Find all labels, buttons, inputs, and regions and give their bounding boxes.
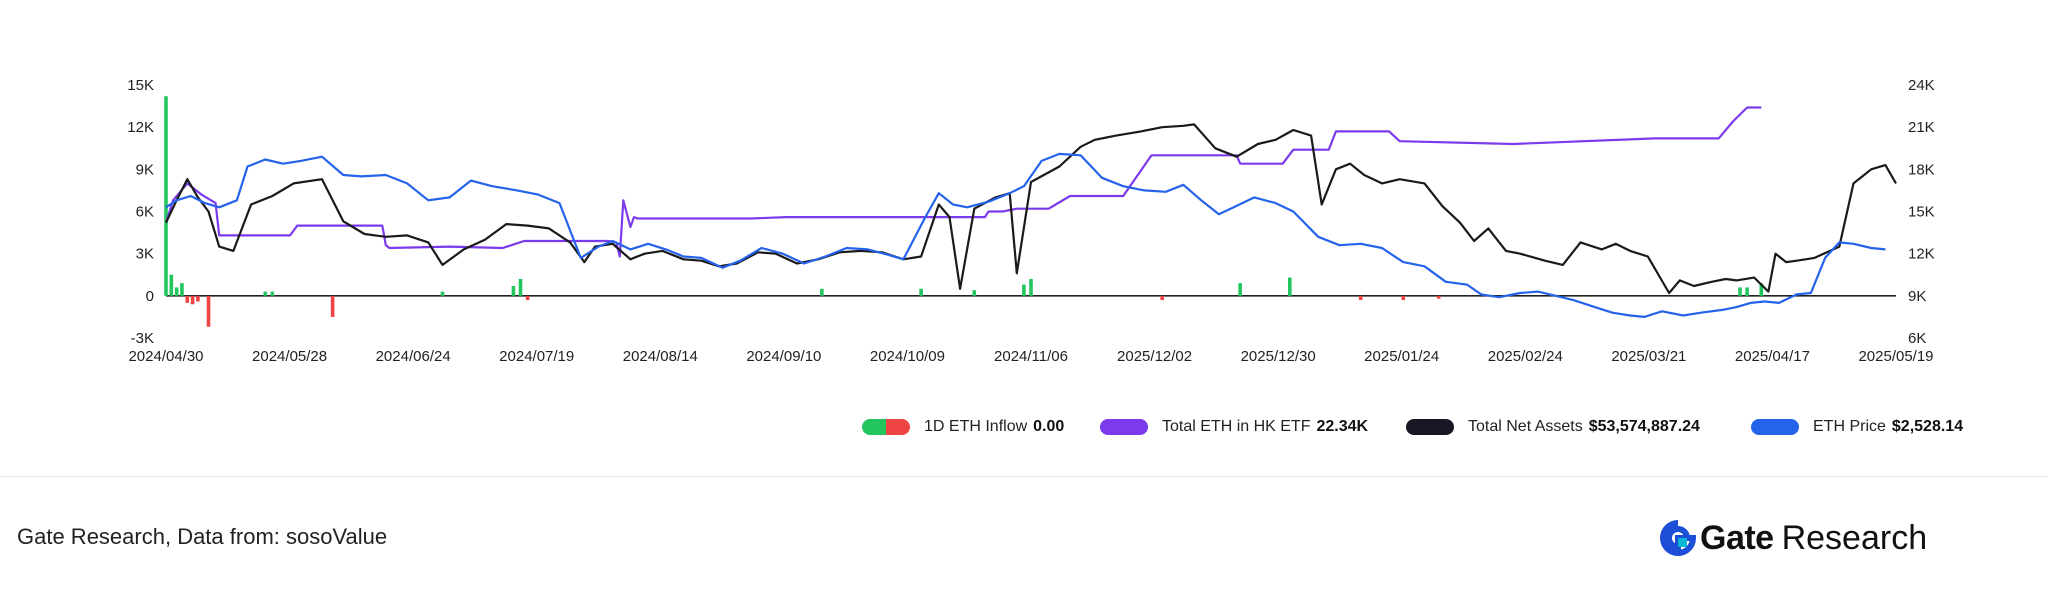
inflow-bar	[820, 288, 824, 296]
inflow-bar	[1358, 295, 1363, 301]
inflow-bar	[1745, 287, 1749, 296]
x-tick-label: 2024/11/06	[994, 348, 1068, 365]
footer-divider	[0, 476, 2048, 477]
inflow-bar	[263, 291, 268, 296]
y-right-tick-label: 18K	[1908, 161, 1935, 178]
x-tick-label: 2024/04/30	[128, 348, 203, 365]
legend-label: ETH Price	[1813, 418, 1886, 435]
inflow-bar	[206, 295, 211, 327]
legend-value: $53,574,887.24	[1588, 418, 1700, 435]
inflow-bar	[164, 96, 168, 296]
chart-legend: 1D ETH Inflow 0.00 Total ETH in HK ETF 2…	[0, 414, 2048, 440]
inflow-bar	[919, 288, 923, 296]
legend-item-net-assets[interactable]: Total Net Assets $53,574,887.24	[1406, 414, 1700, 440]
inflow-bar	[1401, 295, 1406, 301]
legend-swatch-eth-price	[1751, 419, 1799, 435]
x-tick-label: 2024/07/19	[499, 348, 574, 365]
x-tick-label: 2025/03/21	[1611, 348, 1686, 365]
inflow-bar	[511, 285, 516, 296]
x-tick-label: 2025/12/02	[1117, 348, 1192, 365]
inflow-bar	[1160, 295, 1164, 301]
inflow-bar	[190, 295, 195, 305]
data-source-caption: Gate Research, Data from: sosoValue	[17, 524, 388, 549]
legend-swatch-inflow	[862, 419, 910, 435]
inflow-bar	[1287, 277, 1292, 296]
inflow-bar	[1759, 283, 1764, 296]
legend-swatch-hk-etf	[1100, 419, 1148, 435]
inflow-bar	[1238, 283, 1242, 296]
chart: 15K 12K 9K 6K 3K 0 -3K 24K 21K 18K 15K 12K 9K 6K 2024/…	[127, 77, 1934, 365]
x-tick-label: 2025/02/24	[1488, 348, 1563, 365]
x-tick-label: 2025/12/30	[1241, 348, 1316, 365]
legend-value: 22.34K	[1316, 418, 1369, 435]
gate-logo-icon	[1660, 520, 1696, 556]
total-net-assets-line	[165, 123, 1897, 295]
y-right-tick-label: 9K	[1908, 288, 1926, 305]
legend-item-inflow[interactable]: 1D ETH Inflow 0.00	[862, 414, 1064, 440]
inflow-bar	[174, 287, 179, 296]
y-left-tick-label: 12K	[127, 119, 154, 136]
inflow-bar	[196, 295, 200, 302]
y-right-tick-label: 12K	[1908, 246, 1935, 263]
inflow-bar	[330, 295, 335, 317]
inflow-bar	[169, 274, 174, 296]
legend-item-hk-etf[interactable]: Total ETH in HK ETF 22.34K	[1100, 414, 1368, 440]
x-tick-label: 2024/10/09	[870, 348, 945, 365]
inflow-bar	[185, 295, 190, 303]
inflow-bar	[972, 290, 977, 296]
inflow-bar	[525, 295, 530, 301]
legend-swatch-net-assets	[1406, 419, 1454, 435]
inflow-bar	[180, 283, 184, 296]
x-tick-label: 2025/05/19	[1858, 348, 1933, 365]
brand-suffix: Research	[1781, 518, 1928, 557]
x-tick-label: 2024/06/24	[376, 348, 451, 365]
tick-labels: 15K 12K 9K 6K 3K 0 -3K 24K 21K 18K 15K 12K 9K 6K 2024/…	[127, 77, 1934, 365]
y-left-tick-label: 6K	[136, 204, 154, 221]
legend-value: 0.00	[1033, 418, 1065, 435]
inflow-bar	[1436, 295, 1441, 299]
y-left-tick-label: 3K	[136, 246, 154, 263]
inflow-bar	[1029, 278, 1033, 296]
eth-price-line	[165, 152, 1886, 318]
y-right-tick-label: 21K	[1908, 119, 1935, 136]
y-left-tick-label: 9K	[136, 161, 154, 178]
gate-research-logo: Gate Research	[1660, 514, 1927, 562]
brand-name: Gate	[1700, 518, 1774, 557]
x-tick-label: 2024/05/28	[252, 348, 327, 365]
legend-item-eth-price[interactable]: ETH Price $2,528.14	[1751, 414, 1963, 440]
y-right-tick-label: 15K	[1908, 204, 1935, 221]
inflow-bar	[1738, 287, 1742, 296]
y-left-tick-label: 0	[146, 288, 154, 305]
y-left-tick-label: 15K	[127, 77, 154, 94]
legend-label: Total Net Assets	[1468, 418, 1583, 435]
total-eth-in-hk-etf-line	[164, 106, 1762, 258]
y-right-tick-label: 6K	[1908, 330, 1926, 347]
inflow-bar	[270, 291, 275, 296]
legend-value: $2,528.14	[1891, 418, 1964, 435]
x-tick-label: 2025/01/24	[1364, 348, 1439, 365]
legend-label: 1D ETH Inflow	[924, 418, 1028, 435]
x-tick-label: 2024/09/10	[746, 348, 821, 365]
inflow-bar	[1022, 284, 1026, 296]
x-tick-label: 2024/08/14	[623, 348, 698, 365]
y-left-tick-label: -3K	[131, 330, 154, 347]
y-right-tick-label: 24K	[1908, 77, 1935, 94]
legend-label: Total ETH in HK ETF	[1162, 418, 1311, 435]
inflow-bars	[164, 96, 1764, 327]
chart-lines	[164, 106, 1897, 318]
x-tick-label: 2025/04/17	[1735, 348, 1810, 365]
inflow-bar	[440, 291, 445, 296]
inflow-bar	[518, 278, 523, 296]
